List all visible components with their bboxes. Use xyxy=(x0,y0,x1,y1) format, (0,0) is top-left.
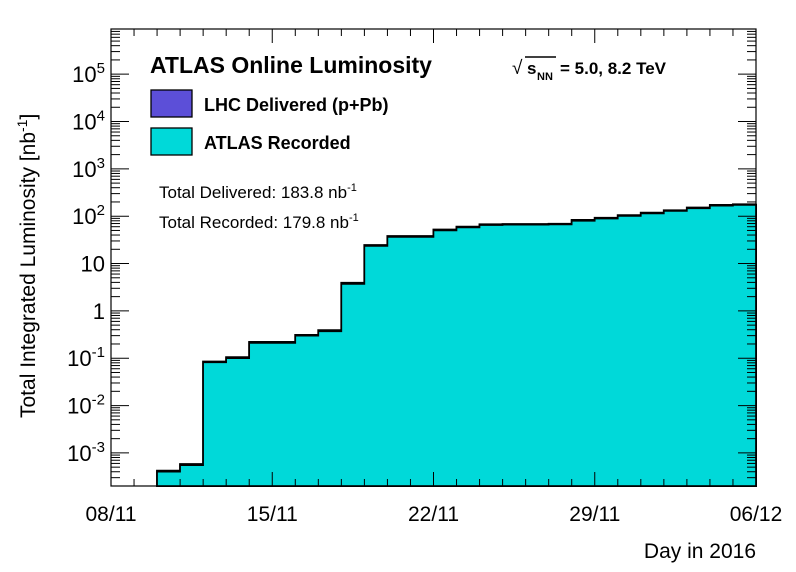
y-tick-label-base: 1 xyxy=(93,299,105,324)
y-axis-title: Total Integrated Luminosity [nb-1] xyxy=(14,114,40,418)
totals-annotation: Total Delivered: 183.8 nb-1 Total Record… xyxy=(159,182,359,232)
energy-label: √ s NN = 5.0, 8.2 TeV xyxy=(512,56,667,83)
y-tick-label: 105 xyxy=(72,60,105,87)
y-tick-label-base: 10 xyxy=(72,110,96,135)
x-tick-label: 15/11 xyxy=(247,503,298,526)
legend: LHC Delivered (p+Pb) ATLAS Recorded xyxy=(150,89,389,156)
y-tick-label-base: 10 xyxy=(72,157,96,182)
y-tick-label-exp: -2 xyxy=(92,392,105,409)
y-tick-label-base: 10 xyxy=(72,204,96,229)
y-tick-label-exp: -1 xyxy=(92,344,105,361)
y-tick-label-exp: 5 xyxy=(97,60,105,77)
y-tick-label-base: 10 xyxy=(67,346,91,371)
series-layer xyxy=(156,203,757,487)
y-tick-label-base: 10 xyxy=(81,252,105,277)
legend-label-recorded: ATLAS Recorded xyxy=(204,133,351,153)
legend-swatch-recorded xyxy=(150,127,193,156)
plot-frame xyxy=(110,28,757,487)
total-recorded-label: Total Recorded: 179.8 nb xyxy=(159,213,349,232)
chart-title: ATLAS Online Luminosity xyxy=(150,52,432,78)
energy-subscript: NN xyxy=(537,71,553,83)
y-tick-label-exp: 4 xyxy=(97,108,105,125)
y-tick-label: 104 xyxy=(72,108,105,135)
y-tick-label-exp: 3 xyxy=(97,155,105,172)
total-delivered-label: Total Delivered: 183.8 nb xyxy=(159,183,347,202)
energy-variable: s xyxy=(527,59,536,78)
x-tick-label: 22/11 xyxy=(408,503,459,526)
energy-sqrt: √ xyxy=(512,58,523,79)
y-tick-label-exp: 2 xyxy=(97,202,105,219)
y-tick-label-base: 10 xyxy=(67,394,91,419)
x-tick-label: 06/12 xyxy=(730,503,783,526)
legend-swatch-delivered xyxy=(150,89,193,118)
series-recorded-area xyxy=(156,204,757,487)
total-recorded-text: Total Recorded: 179.8 nb-1 xyxy=(159,212,359,232)
energy-value: = 5.0, 8.2 TeV xyxy=(560,59,667,78)
y-tick-label-base: 10 xyxy=(72,62,96,87)
y-tick-label: 1 xyxy=(93,299,105,324)
total-recorded-unit-exp: -1 xyxy=(349,212,359,224)
total-delivered-text: Total Delivered: 183.8 nb-1 xyxy=(159,182,357,202)
y-tick-label-exp: -3 xyxy=(92,439,105,456)
y-axis-title-exp: -1 xyxy=(14,119,30,132)
total-delivered-unit-exp: -1 xyxy=(347,182,357,194)
y-tick-label: 10-2 xyxy=(67,392,105,419)
y-tick-label: 10-1 xyxy=(67,344,105,371)
y-axis-title-close: ] xyxy=(17,114,40,120)
y-tick-label: 10-3 xyxy=(67,439,105,466)
y-tick-label: 103 xyxy=(72,155,105,182)
x-tick-label: 29/11 xyxy=(569,503,620,526)
x-tick-label: 08/11 xyxy=(86,503,137,526)
tick-layer xyxy=(110,28,757,487)
x-axis-title: Day in 2016 xyxy=(644,540,756,563)
y-tick-label: 102 xyxy=(72,202,105,229)
y-tick-label: 10 xyxy=(81,252,105,277)
legend-label-delivered: LHC Delivered (p+Pb) xyxy=(204,95,389,115)
y-axis-title-main: Total Integrated Luminosity [nb xyxy=(17,132,40,418)
y-tick-label-base: 10 xyxy=(67,441,91,466)
